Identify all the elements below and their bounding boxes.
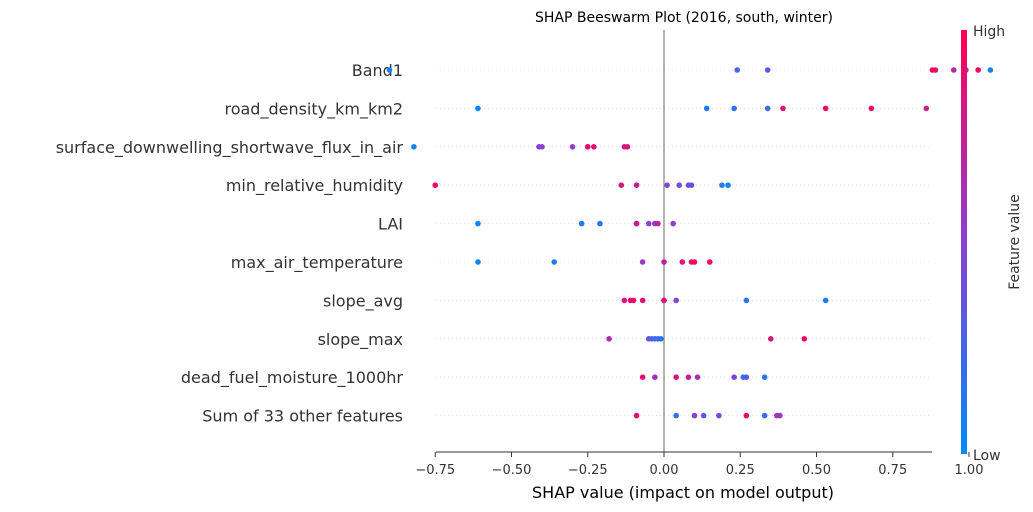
shap-point [767,336,774,342]
shap-point [475,105,481,112]
shap-point [700,412,707,419]
feature-label: slope_max [318,330,403,350]
shap-point [633,220,640,227]
shap-point [777,412,783,419]
shap-point [688,182,695,188]
shap-point [801,336,808,342]
shap-point [661,259,667,265]
shap-point [639,297,646,304]
feature-label: max_air_temperature [231,253,403,273]
shap-point [679,259,686,265]
shap-point [734,67,740,73]
shap-point [633,412,640,419]
x-tick-label: 0.25 [726,463,755,478]
shap-point [639,259,646,265]
shap-point [676,182,683,188]
shap-point [670,220,676,227]
shap-point [743,297,750,304]
feature-label: dead_fuel_moisture_1000hr [181,368,404,388]
shap-point [652,374,658,381]
shap-point [764,105,771,112]
shap-point [569,144,576,150]
shap-point [621,297,628,304]
shap-point [606,336,612,342]
shap-point [868,105,875,112]
shap-point [725,182,731,188]
feature-guide-lines [436,69,932,416]
shap-point [645,220,652,227]
shap-point [822,297,829,304]
shap-point [411,144,417,150]
feature-label: min_relative_humidity [226,176,403,196]
colorbar-high-label: High [973,24,1005,40]
feature-label: road_density_km_km2 [224,99,403,119]
shap-point [761,412,768,419]
shap-point [673,374,679,381]
chart-title: SHAP Beeswarm Plot (2016, south, winter) [535,10,833,26]
shap-point [639,374,646,381]
shap-point [987,67,994,73]
x-tick-label: −0.25 [568,463,608,478]
shap-point [822,105,829,112]
shap-point [633,182,640,188]
x-axis-ticks: −0.75 −0.50 −0.25 0.00 0.25 0.50 0.75 1.00 [415,452,983,478]
shap-point [731,374,737,381]
shap-point [432,182,439,188]
shap-point [624,144,631,150]
shap-point [386,67,393,73]
shap-point [719,182,725,188]
feature-label: surface_downwelling_shortwave_flux_in_ai… [56,138,404,158]
shap-point [691,259,698,265]
shap-point [950,67,957,73]
shap-point [475,220,481,227]
shap-point [673,297,679,304]
feature-label: Sum of 33 other features [202,407,403,426]
x-tick-label: 0.50 [802,463,831,478]
shap-point [539,144,545,150]
shap-point [475,259,481,265]
x-tick-label: 1.00 [955,463,984,478]
shap-point [780,105,786,112]
shap-point [658,336,664,342]
x-tick-label: 0.00 [650,463,679,478]
shap-point [932,67,939,73]
shap-point [584,144,591,150]
x-tick-label: −0.50 [492,463,532,478]
x-tick-label: 0.75 [878,463,907,478]
shap-point [661,297,667,304]
x-axis-label: SHAP value (impact on model output) [532,483,834,502]
x-tick-label: −0.75 [415,463,455,478]
shap-point [743,412,750,419]
colorbar-low-label: Low [973,448,1001,464]
shap-point [706,259,713,265]
shap-point [655,220,661,227]
shap-point [597,220,603,227]
shap-point [764,67,771,73]
feature-label: slope_avg [323,291,403,311]
shap-point [703,105,710,112]
shap-point [716,412,722,419]
feature-label: Band1 [352,61,403,80]
shap-point [685,374,692,381]
shap-point [578,220,585,227]
shap-points [386,67,994,419]
shap-point [673,412,679,419]
shap-point [731,105,737,112]
feature-label: LAI [378,215,403,234]
shap-point [618,182,625,188]
shap-point [591,144,597,150]
shap-point [630,297,637,304]
shap-point [691,412,698,419]
colorbar [961,30,967,454]
shap-point [923,105,930,112]
shap-point [551,259,557,265]
shap-point [664,182,670,188]
feature-labels: Band1 road_density_km_km2 surface_downwell… [56,61,404,426]
shap-point [694,374,701,381]
shap-point [743,374,750,381]
shap-point [761,374,768,381]
shap-point [975,67,981,73]
colorbar-title: Feature value [1007,194,1023,290]
